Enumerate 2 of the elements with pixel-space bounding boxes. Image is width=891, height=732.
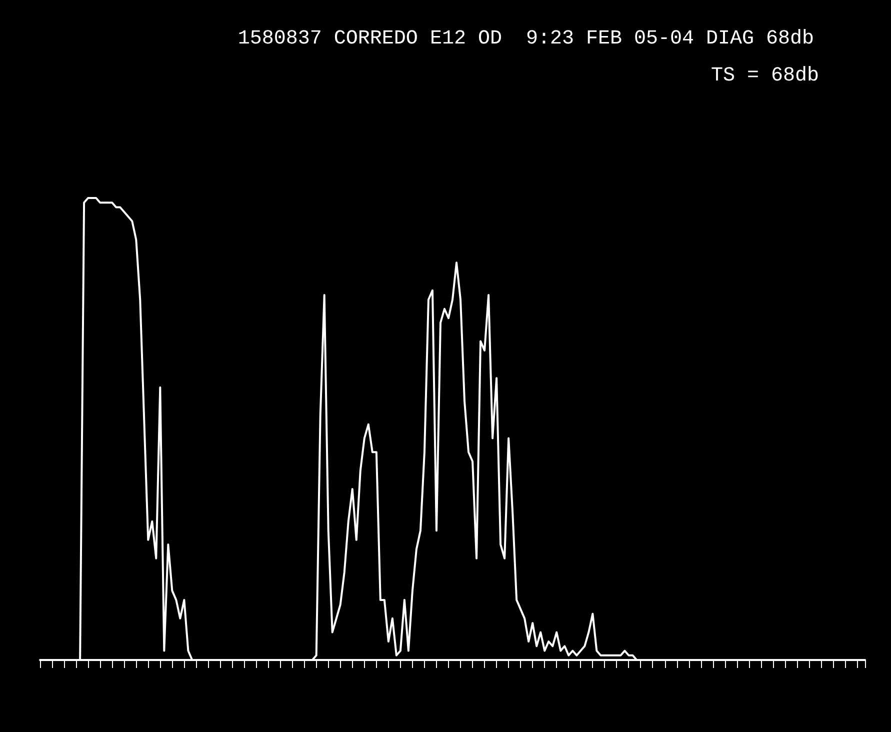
text: TS = 68db	[710, 64, 820, 88]
chart-title: 1580837 CORREDO E12 OD 9:23 FEB 05-04 DIAG 68db	[238, 28, 814, 50]
